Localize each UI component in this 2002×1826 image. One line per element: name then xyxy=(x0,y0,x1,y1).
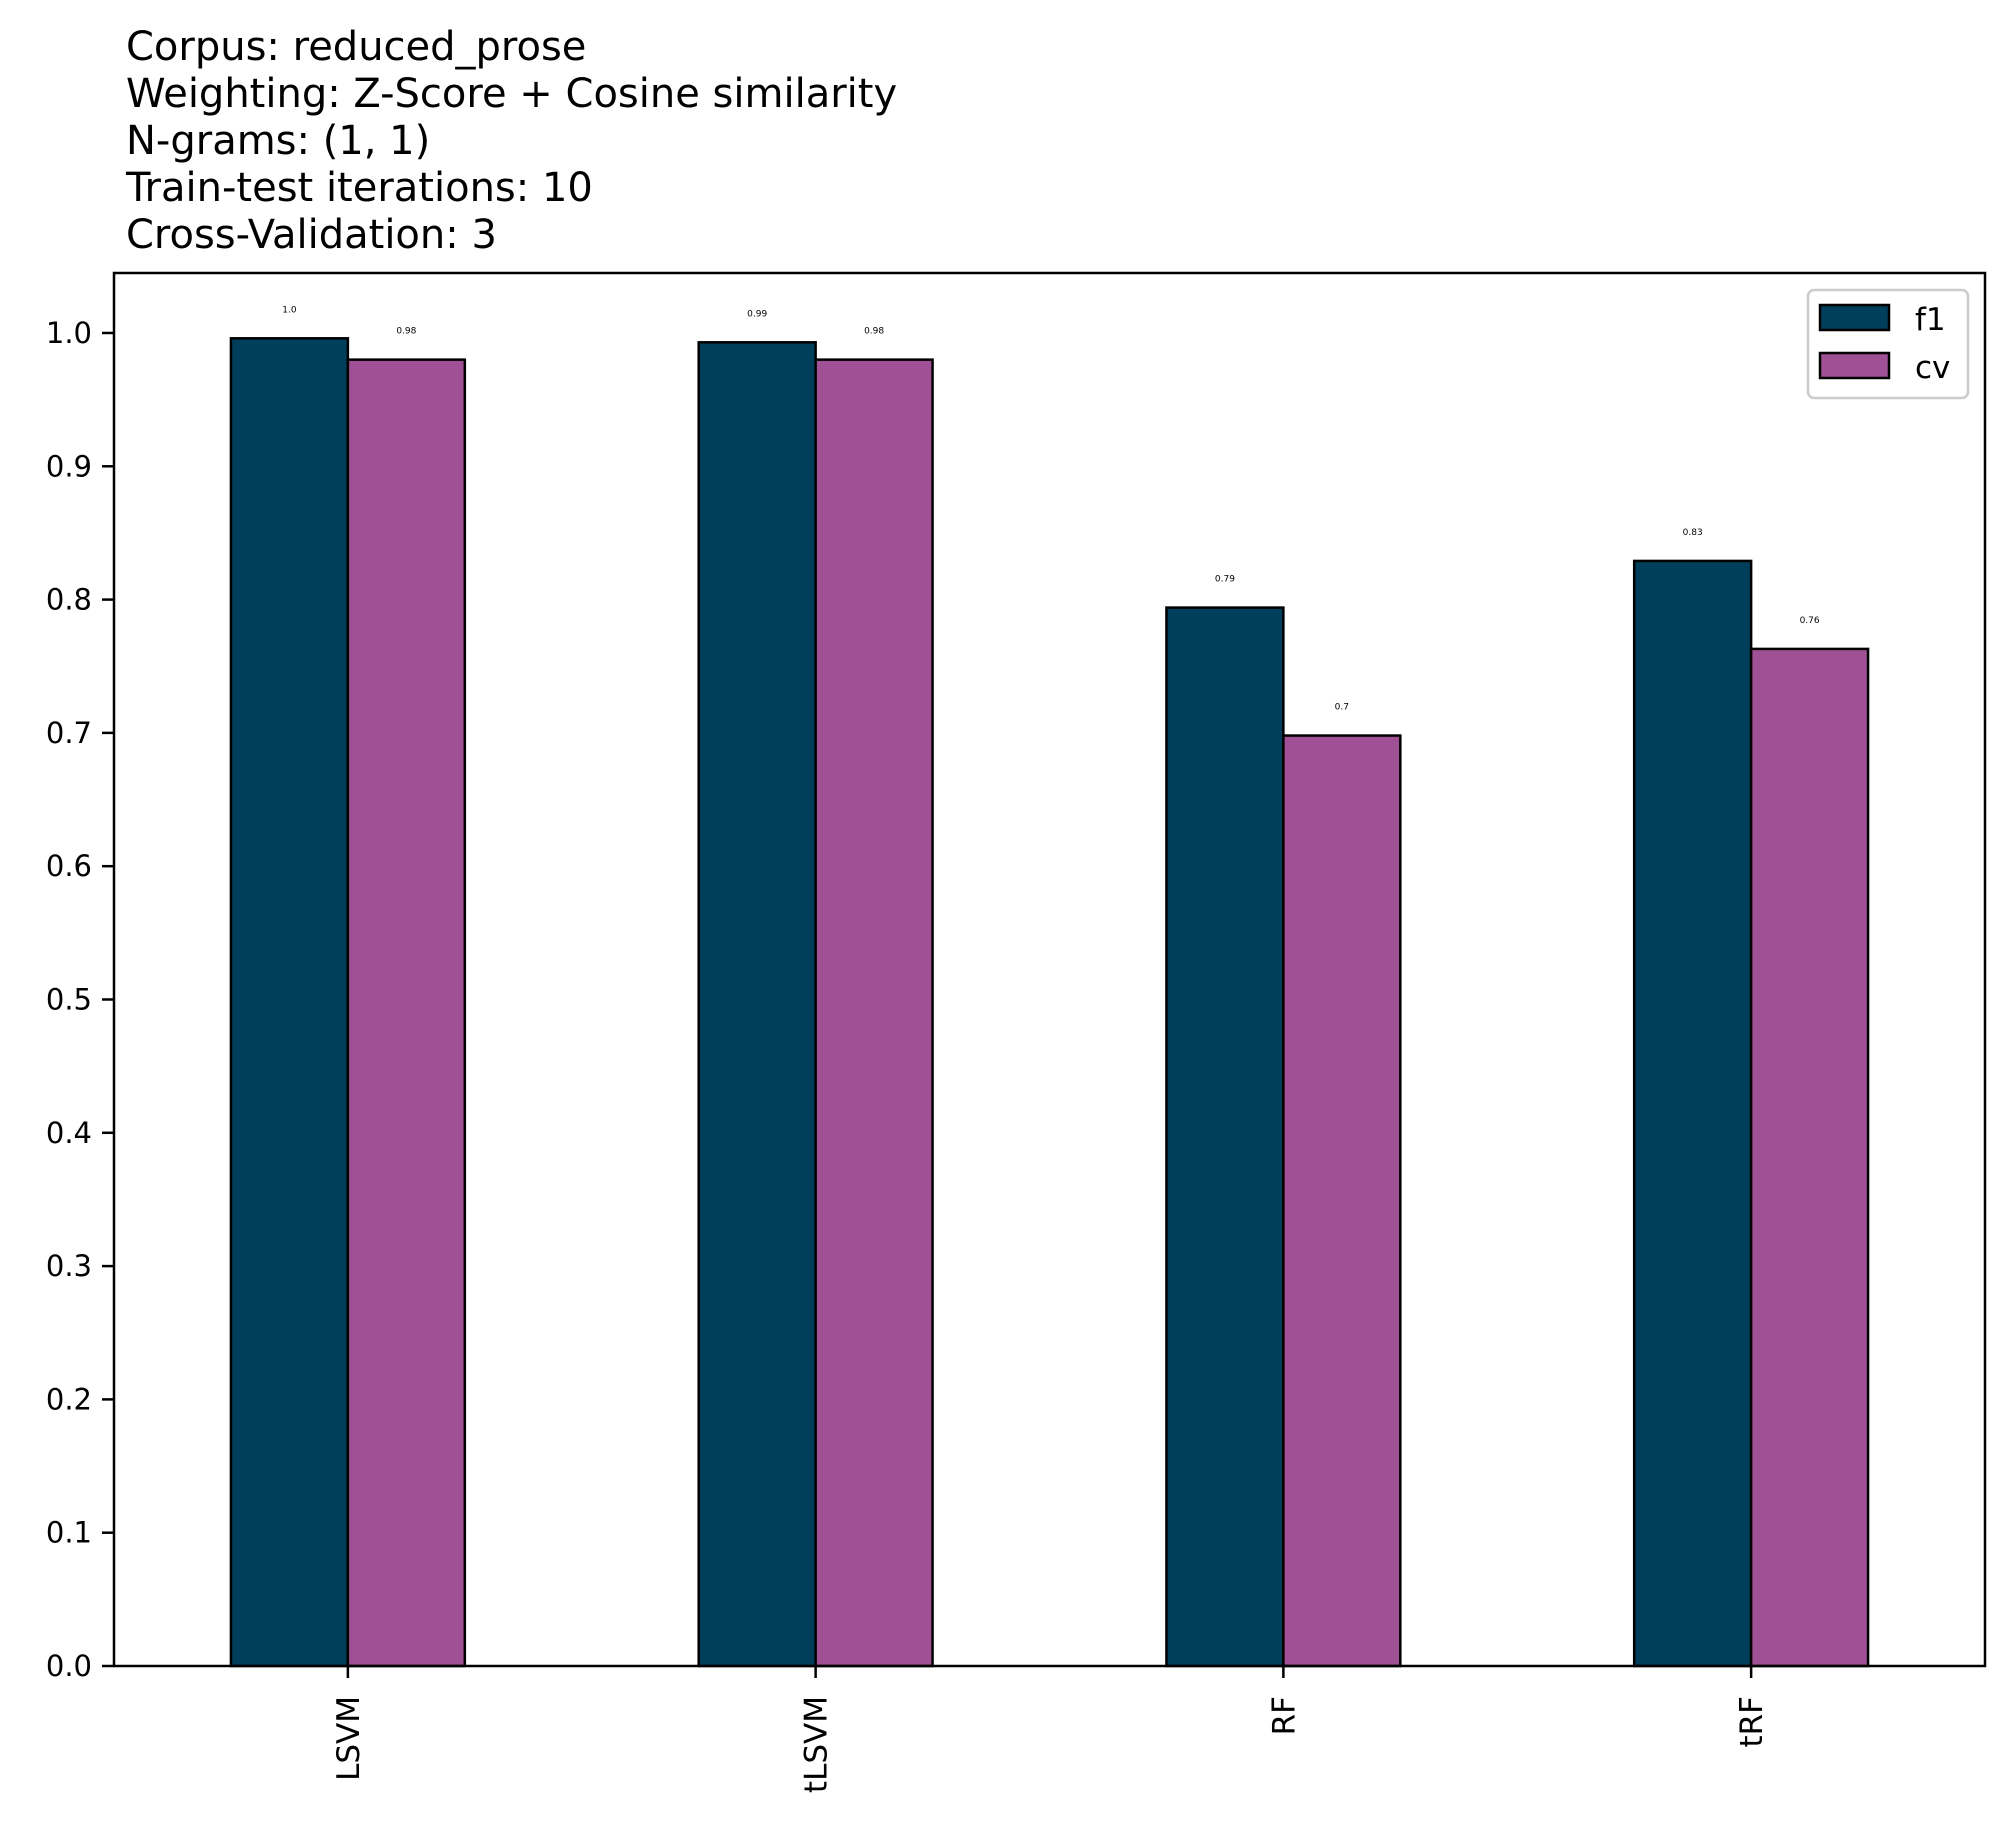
y-tick-label-3: 0.3 xyxy=(46,1249,92,1283)
y-tick-label-7: 0.7 xyxy=(46,716,92,750)
data-label-cv-RF: 0.7 xyxy=(1335,703,1349,713)
x-axis: LSVM tLSVM RF tRF xyxy=(331,1666,1770,1793)
y-tick-label-1: 0.1 xyxy=(46,1516,92,1550)
y-tick-label-8: 0.8 xyxy=(46,583,92,617)
legend-swatch-cv xyxy=(1818,351,1891,380)
y-tick-label-5: 0.5 xyxy=(46,982,92,1016)
legend-label-f1: f1 xyxy=(1915,302,1946,338)
bar-cv-tRF xyxy=(1749,647,1870,1668)
data-label-cv-LSVM: 0.98 xyxy=(396,327,416,337)
legend: f1 cv xyxy=(1806,288,1970,400)
legend-swatch-f1 xyxy=(1818,303,1891,332)
y-tick-label-6: 0.6 xyxy=(46,849,92,883)
title-line-1: Weighting: Z-Score + Cosine similarity xyxy=(126,71,897,117)
data-label-cv-tLSVM: 0.98 xyxy=(864,327,884,337)
y-tick-label-4: 0.4 xyxy=(46,1116,92,1150)
data-labels: 1.0 0.98 0.99 0.98 0.79 0.7 0.83 0.76 xyxy=(282,305,1820,712)
title-line-2: N-grams: (1, 1) xyxy=(126,118,430,164)
x-tick-label-tLSVM: tLSVM xyxy=(799,1696,835,1793)
data-label-f1-tLSVM: 0.99 xyxy=(747,309,767,319)
bar-f1-tRF xyxy=(1632,559,1753,1668)
y-tick-label-9: 0.9 xyxy=(46,449,92,483)
x-tick-label-RF: RF xyxy=(1266,1696,1302,1735)
data-label-f1-tRF: 0.83 xyxy=(1683,528,1703,538)
x-tick-label-tRF: tRF xyxy=(1734,1696,1770,1748)
y-axis: 0.0 0.1 0.2 0.3 0.4 0.5 0.6 0.7 0.8 0.9 1.0 xyxy=(46,316,114,1683)
data-label-cv-tRF: 0.76 xyxy=(1800,616,1820,626)
data-label-f1-RF: 0.79 xyxy=(1215,575,1235,585)
bar-f1-tLSVM xyxy=(697,341,817,1668)
bars xyxy=(229,337,1870,1668)
bar-f1-RF xyxy=(1165,606,1285,1668)
y-tick-label-10: 1.0 xyxy=(46,316,92,350)
title-line-4: Cross-Validation: 3 xyxy=(126,212,497,258)
y-tick-label-2: 0.2 xyxy=(46,1382,92,1416)
bar-f1-LSVM xyxy=(229,337,350,1668)
title-line-3: Train-test iterations: 10 xyxy=(125,165,593,211)
y-tick-label-0: 0.0 xyxy=(46,1649,92,1683)
bar-cv-RF xyxy=(1282,734,1402,1668)
bar-cv-tLSVM xyxy=(814,358,934,1668)
data-label-f1-LSVM: 1.0 xyxy=(282,305,297,315)
title-line-0: Corpus: reduced_prose xyxy=(126,24,586,70)
x-tick-label-LSVM: LSVM xyxy=(331,1696,367,1781)
axes-frame xyxy=(112,271,1987,1668)
bar-cv-LSVM xyxy=(346,358,467,1668)
legend-label-cv: cv xyxy=(1915,350,1950,386)
